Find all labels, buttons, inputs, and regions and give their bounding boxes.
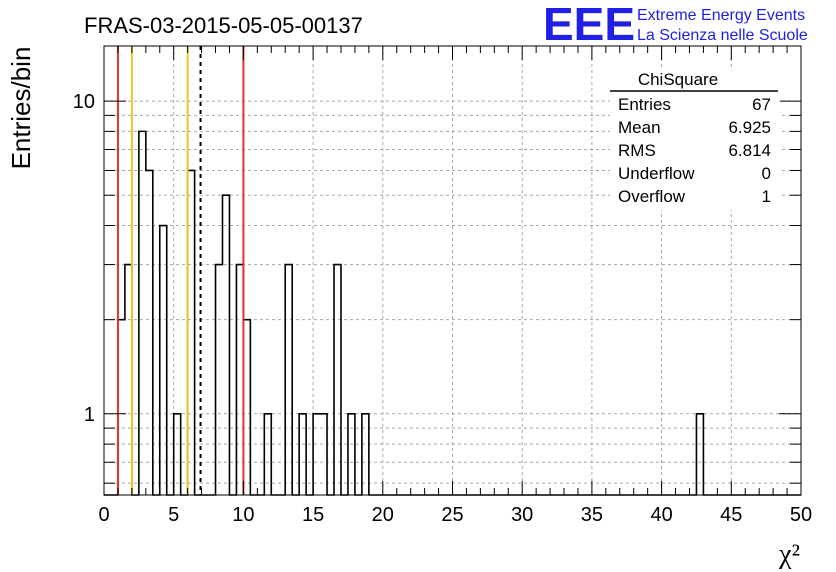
histogram-bin (118, 320, 125, 495)
histogram-bin (222, 195, 229, 495)
x-axis-label: χ² (778, 539, 800, 570)
stats-row-label: RMS (618, 141, 656, 160)
histogram-bin (146, 170, 153, 495)
reference-lines (116, 46, 245, 495)
stats-row-value: 1 (762, 187, 771, 206)
stats-row-value: 6.925 (728, 118, 771, 137)
y-tick-labels: 1 10 (73, 91, 95, 426)
logo-line-1: Extreme Energy Events (637, 7, 805, 24)
chart-title: FRAS-03-2015-05-05-00137 (84, 13, 363, 38)
stats-box-title: ChiSquare (638, 70, 718, 89)
axis-ticks (103, 46, 802, 495)
histogram-bin (285, 265, 292, 495)
x-tick-label: 40 (650, 504, 672, 526)
logo-line-2: La Scienza nelle Scuole (637, 27, 808, 44)
stats-row-value: 0 (762, 164, 771, 183)
x-tick-label: 20 (372, 504, 394, 526)
stats-box-background (610, 70, 780, 210)
logo-mark: EEE (543, 0, 635, 50)
grid (104, 46, 801, 495)
stats-rows: Entries 67 Mean 6.925 RMS 6.814 Underflow 0 Over… (618, 95, 771, 206)
histogram-bin (125, 265, 132, 495)
x-tick-label: 50 (790, 504, 812, 526)
eee-logo: EEE Extreme Energy Events La Scienza nel… (543, 0, 808, 50)
y-tick-label: 1 (84, 404, 95, 426)
histogram-bin (188, 170, 195, 495)
y-tick-label: 10 (73, 91, 95, 113)
histogram-bin (243, 320, 250, 495)
x-tick-label: 25 (441, 504, 463, 526)
x-tick-label: 10 (232, 504, 254, 526)
histogram-bin (334, 265, 341, 495)
x-tick-label: 45 (720, 504, 742, 526)
x-tick-label: 35 (581, 504, 603, 526)
histogram-bin (139, 131, 146, 495)
y-axis-label: Entries/bin (6, 47, 36, 170)
x-tick-label: 5 (168, 504, 179, 526)
stats-row-label: Overflow (618, 187, 686, 206)
stats-box: ChiSquare Entries 67 Mean 6.925 RMS 6.814 Unde… (610, 70, 780, 210)
x-tick-label: 15 (302, 504, 324, 526)
x-tick-labels: 0 5 10 15 20 25 30 35 40 45 50 (98, 504, 812, 526)
stats-row-label: Underflow (618, 164, 695, 183)
histogram-bin (216, 265, 223, 495)
histogram-bin (160, 226, 167, 495)
stats-row-label: Entries (618, 95, 671, 114)
x-tick-label: 30 (511, 504, 533, 526)
x-tick-label: 0 (98, 504, 109, 526)
stats-row-label: Mean (618, 118, 661, 137)
stats-row-value: 6.814 (728, 141, 771, 160)
histogram-bin (236, 265, 243, 495)
stats-row-value: 67 (752, 95, 771, 114)
